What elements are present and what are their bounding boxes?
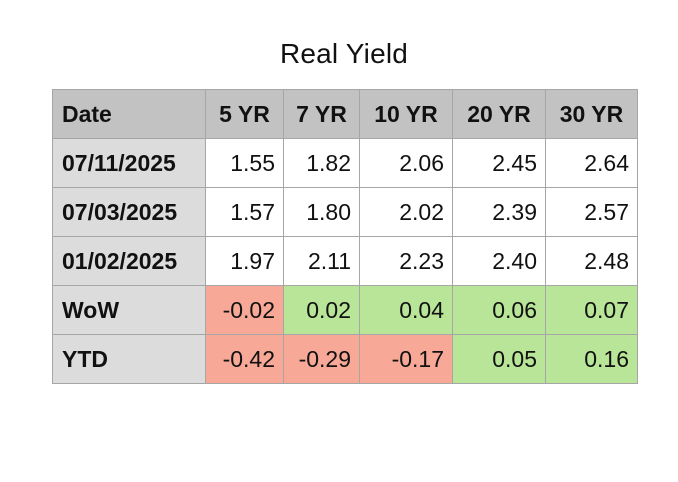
- row-label: 01/02/2025: [52, 236, 206, 286]
- column-header-10yr: 10 YR: [359, 89, 453, 139]
- column-header-date: Date: [52, 89, 206, 139]
- table-cell: 2.40: [452, 236, 546, 286]
- change-cell: -0.29: [283, 334, 360, 384]
- table-row: 07/11/2025 1.55 1.82 2.06 2.45 2.64: [52, 138, 638, 188]
- table-cell: 2.45: [452, 138, 546, 188]
- change-cell: 0.16: [545, 334, 638, 384]
- table-cell: 2.39: [452, 187, 546, 237]
- table-cell: 1.55: [205, 138, 284, 188]
- column-header-20yr: 20 YR: [452, 89, 546, 139]
- change-cell: -0.02: [205, 285, 284, 335]
- change-cell: 0.05: [452, 334, 546, 384]
- table-cell: 1.57: [205, 187, 284, 237]
- table-cell: 2.57: [545, 187, 638, 237]
- table-row-wow: WoW -0.02 0.02 0.04 0.06 0.07: [52, 285, 638, 335]
- table-cell: 2.02: [359, 187, 453, 237]
- column-header-30yr: 30 YR: [545, 89, 638, 139]
- change-cell: -0.42: [205, 334, 284, 384]
- table-cell: 2.11: [283, 236, 360, 286]
- header-row: Date 5 YR 7 YR 10 YR 20 YR 30 YR: [52, 89, 638, 139]
- table-cell: 1.80: [283, 187, 360, 237]
- change-cell: -0.17: [359, 334, 453, 384]
- table-row: 07/03/2025 1.57 1.80 2.02 2.39 2.57: [52, 187, 638, 237]
- row-label: 07/03/2025: [52, 187, 206, 237]
- change-cell: 0.06: [452, 285, 546, 335]
- change-cell: 0.04: [359, 285, 453, 335]
- column-header-7yr: 7 YR: [283, 89, 360, 139]
- table-cell: 1.97: [205, 236, 284, 286]
- table-row: 01/02/2025 1.97 2.11 2.23 2.40 2.48: [52, 236, 638, 286]
- change-cell: 0.02: [283, 285, 360, 335]
- row-label: YTD: [52, 334, 206, 384]
- table-cell: 2.06: [359, 138, 453, 188]
- table-row-ytd: YTD -0.42 -0.29 -0.17 0.05 0.16: [52, 334, 638, 384]
- change-cell: 0.07: [545, 285, 638, 335]
- table-cell: 2.64: [545, 138, 638, 188]
- real-yield-table: Date 5 YR 7 YR 10 YR 20 YR 30 YR 07/11/2…: [52, 89, 638, 384]
- table-cell: 1.82: [283, 138, 360, 188]
- row-label: 07/11/2025: [52, 138, 206, 188]
- table-cell: 2.48: [545, 236, 638, 286]
- row-label: WoW: [52, 285, 206, 335]
- table-cell: 2.23: [359, 236, 453, 286]
- table-title: Real Yield: [279, 38, 409, 69]
- column-header-5yr: 5 YR: [205, 89, 284, 139]
